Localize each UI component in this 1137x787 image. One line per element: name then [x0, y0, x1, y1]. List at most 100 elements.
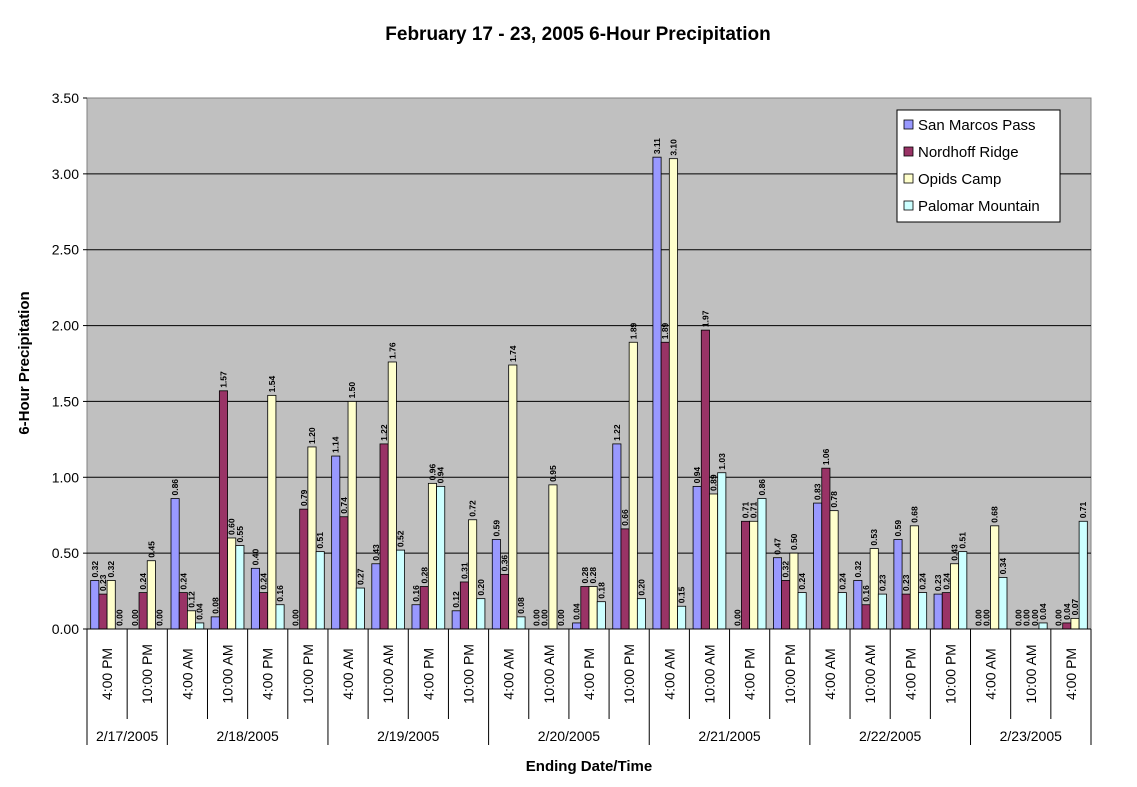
y-tick-label: 0.50: [52, 545, 79, 561]
bar: [218, 390, 228, 630]
data-label: 0.59: [893, 520, 903, 537]
data-label: 1.50: [347, 382, 357, 399]
bar: [958, 551, 968, 630]
x-category-label: 10:00 AM: [380, 644, 396, 703]
data-label: 0.34: [998, 558, 1008, 575]
data-label: 0.32: [781, 561, 791, 578]
bar: [451, 610, 461, 630]
bar: [829, 510, 839, 630]
data-label: 0.23: [901, 574, 911, 591]
data-label: 0.28: [580, 567, 590, 584]
data-label: 0.68: [909, 506, 919, 523]
data-label: 0.16: [411, 585, 421, 602]
x-category-label: 4:00 PM: [260, 648, 276, 700]
x-category-label: 4:00 AM: [822, 648, 838, 699]
bar: [709, 493, 719, 630]
chart-title: February 17 - 23, 2005 6-Hour Precipitat…: [385, 24, 770, 45]
bar: [652, 156, 662, 630]
bar: [235, 545, 245, 630]
data-label: 0.43: [950, 544, 960, 561]
data-label: 0.86: [757, 479, 767, 496]
bar: [339, 516, 349, 630]
x-date-label: 2/18/2005: [216, 728, 278, 744]
bar: [861, 604, 871, 630]
bar: [933, 593, 943, 630]
data-label: 0.51: [315, 532, 325, 549]
bar: [813, 502, 823, 630]
x-category-label: 10:00 AM: [220, 644, 236, 703]
legend-entry: Opids Camp: [918, 171, 1001, 188]
data-label: 0.51: [958, 532, 968, 549]
data-label: 0.00: [1013, 609, 1023, 626]
bar: [379, 443, 389, 630]
data-label: 0.55: [235, 526, 245, 543]
x-category-label: 10:00 PM: [139, 644, 155, 704]
x-date-label: 2/17/2005: [96, 728, 158, 744]
data-label: 0.24: [918, 573, 928, 590]
data-label: 0.31: [459, 562, 469, 579]
bar: [411, 604, 421, 630]
data-label: 0.95: [548, 465, 558, 482]
data-label: 0.00: [540, 609, 550, 626]
data-label: 0.32: [90, 561, 100, 578]
bar: [660, 341, 670, 630]
x-category-label: 4:00 PM: [581, 648, 597, 700]
data-label: 1.03: [717, 453, 727, 470]
bar: [596, 601, 606, 630]
data-label: 0.00: [1054, 609, 1064, 626]
bar: [315, 551, 325, 630]
data-label: 0.18: [596, 582, 606, 599]
bar: [138, 592, 148, 630]
legend-box: [896, 109, 1061, 223]
data-label: 3.10: [668, 139, 678, 156]
data-label: 0.27: [355, 568, 365, 585]
x-category-label: 4:00 AM: [661, 648, 677, 699]
data-label: 1.74: [508, 345, 518, 362]
bar: [227, 537, 237, 630]
data-label: 0.24: [797, 573, 807, 590]
data-label: 0.47: [773, 538, 783, 555]
data-label: 0.12: [451, 591, 461, 608]
bar: [757, 498, 767, 630]
data-label: 0.08: [516, 597, 526, 614]
x-category-label: 4:00 PM: [1063, 648, 1079, 700]
bar: [636, 598, 646, 630]
bar: [476, 598, 486, 630]
data-label: 0.00: [291, 609, 301, 626]
x-category-label: 4:00 PM: [99, 648, 115, 700]
bar: [998, 577, 1008, 630]
data-label: 0.00: [732, 609, 742, 626]
data-label: 1.06: [821, 448, 831, 465]
data-label: 0.59: [491, 520, 501, 537]
legend-swatch: [903, 146, 914, 157]
bar: [491, 539, 501, 630]
bar: [950, 563, 960, 630]
data-label: 0.04: [195, 603, 205, 620]
data-label: 0.23: [933, 574, 943, 591]
bar-group: [90, 156, 1088, 630]
data-label: 0.24: [259, 573, 269, 590]
data-label: 0.16: [861, 585, 871, 602]
data-label: 0.24: [178, 573, 188, 590]
data-label: 0.66: [620, 509, 630, 526]
data-label: 0.45: [146, 541, 156, 558]
data-label: 1.22: [612, 424, 622, 441]
bar: [797, 592, 807, 630]
bar: [419, 586, 429, 630]
legend-entry: San Marcos Pass: [918, 117, 1036, 134]
data-label: 0.53: [869, 529, 879, 546]
bar: [668, 158, 678, 630]
data-label: 0.00: [556, 609, 566, 626]
x-category-label: 4:00 AM: [983, 648, 999, 699]
data-label: 0.15: [677, 586, 687, 603]
legend: San Marcos Pass Nordhoff Ridge Opids Camp P…: [896, 109, 1061, 223]
data-label: 0.23: [98, 574, 108, 591]
data-label: 0.79: [299, 489, 309, 506]
bar: [620, 528, 630, 630]
data-label: 0.71: [1078, 501, 1088, 518]
data-label: 0.52: [396, 530, 406, 547]
y-axis-ticks: 0.00 0.50 1.00 1.50 2.00 2.50 3.00 3.50: [52, 90, 87, 637]
data-label: 0.00: [155, 609, 165, 626]
data-label: 1.76: [387, 342, 397, 359]
bar: [837, 592, 847, 630]
